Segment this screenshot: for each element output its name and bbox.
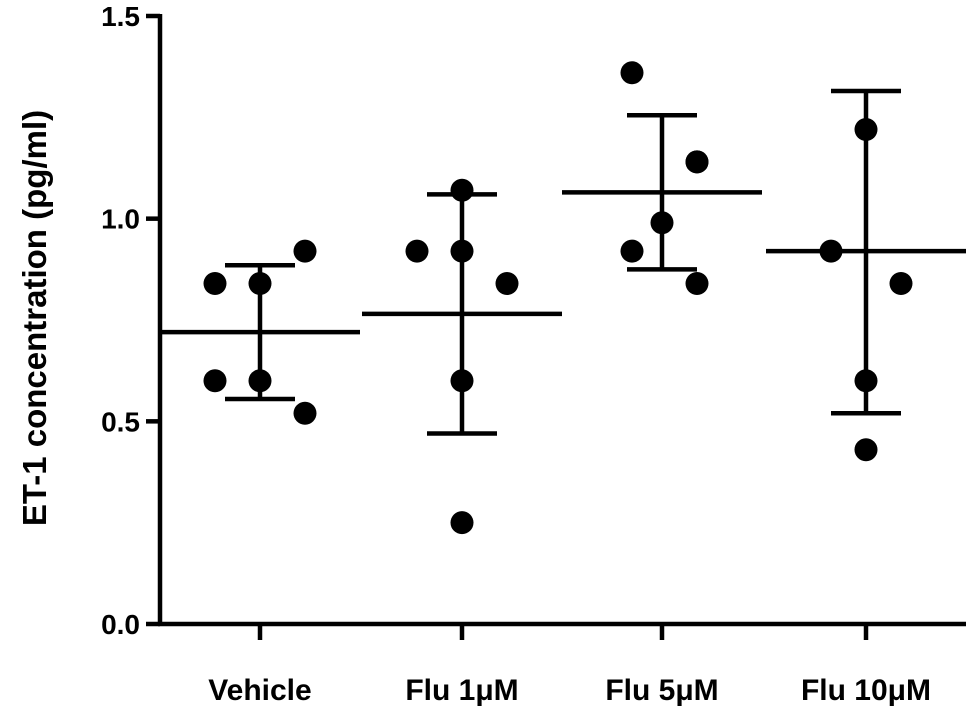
x-tick-label: Flu 10μM [801, 674, 931, 707]
x-tick-label: Flu 1μM [405, 674, 518, 707]
data-point [203, 369, 227, 393]
y-tick-label: 0.5 [101, 406, 140, 437]
data-point [495, 272, 519, 296]
data-point [248, 272, 272, 296]
group-3 [562, 61, 762, 296]
data-marks [160, 61, 966, 535]
y-tick-label: 0.0 [101, 609, 140, 640]
data-point [685, 272, 709, 296]
x-tick-label: Vehicle [208, 674, 311, 707]
data-point [450, 369, 474, 393]
data-point [854, 117, 878, 141]
data-point [293, 239, 317, 263]
data-point [450, 239, 474, 263]
data-point [405, 239, 429, 263]
data-point [854, 369, 878, 393]
data-point [854, 438, 878, 462]
y-tick-label: 1.5 [101, 1, 140, 32]
group-4 [766, 88, 966, 462]
data-point [203, 272, 227, 296]
data-point [620, 239, 644, 263]
data-point [248, 369, 272, 393]
y-axis-title: ET-1 concentration (pg/ml) [16, 110, 53, 526]
data-point [685, 150, 709, 174]
data-point [650, 211, 674, 235]
data-point [293, 401, 317, 425]
group-2 [362, 178, 562, 535]
x-tick-label: Flu 5μM [605, 674, 718, 707]
y-tick-label: 1.0 [101, 204, 140, 235]
axes: 0.0 0.5 1.0 1.5 Vehicle Flu 1μM Flu 5μM Flu 10μ… [101, 1, 966, 707]
data-point [620, 61, 644, 85]
group-1 [160, 239, 360, 425]
data-point [819, 239, 843, 263]
data-point [889, 272, 913, 296]
data-point [450, 178, 474, 202]
data-point [450, 511, 474, 535]
